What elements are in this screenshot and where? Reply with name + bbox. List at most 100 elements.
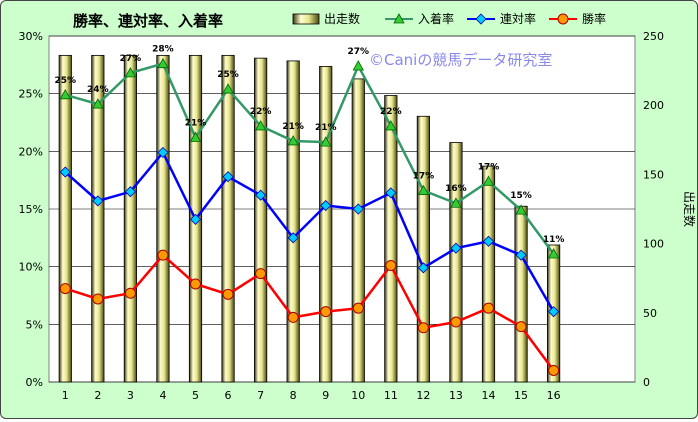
data-label: 25% bbox=[55, 76, 77, 86]
data-point bbox=[124, 186, 136, 198]
y-left-tick-label: 30% bbox=[19, 30, 43, 43]
bar bbox=[384, 95, 398, 383]
data-point bbox=[124, 287, 136, 299]
bar bbox=[221, 54, 235, 383]
data-label: 28% bbox=[152, 45, 174, 55]
data-point bbox=[482, 235, 495, 247]
x-tick-label: 15 bbox=[514, 389, 528, 402]
data-point bbox=[92, 98, 104, 109]
legend: 出走数 入着率 連対率 勝率 bbox=[292, 11, 606, 26]
x-tick-label: 14 bbox=[482, 389, 496, 402]
data-point bbox=[287, 135, 299, 146]
series-line bbox=[64, 150, 555, 313]
bar bbox=[156, 54, 170, 383]
x-tick-label: 10 bbox=[351, 389, 365, 402]
data-point bbox=[352, 302, 364, 314]
bar bbox=[449, 142, 463, 383]
data-point bbox=[255, 268, 267, 280]
data-label: 17% bbox=[413, 172, 435, 182]
data-label: 21% bbox=[282, 122, 304, 132]
x-tick-label: 5 bbox=[192, 389, 199, 402]
data-point bbox=[254, 120, 267, 131]
data-label: 11% bbox=[543, 235, 565, 245]
y-right-tick-label: 250 bbox=[643, 30, 664, 43]
bar bbox=[351, 78, 365, 383]
x-tick-label: 9 bbox=[322, 389, 329, 402]
data-point bbox=[548, 364, 560, 376]
bar bbox=[254, 57, 268, 383]
bar bbox=[286, 60, 300, 383]
x-tick-label: 2 bbox=[94, 389, 101, 402]
legend-marker bbox=[557, 13, 569, 25]
y-right-tick-label: 200 bbox=[643, 99, 664, 112]
data-point bbox=[352, 60, 364, 71]
data-point bbox=[157, 57, 169, 69]
bar bbox=[481, 165, 496, 383]
bar bbox=[123, 54, 137, 383]
data-label: 25% bbox=[217, 70, 239, 80]
legend-label: 勝率 bbox=[582, 11, 606, 26]
x-tick-label: 12 bbox=[416, 389, 430, 402]
data-point bbox=[59, 283, 71, 295]
x-tick-label: 16 bbox=[547, 389, 561, 402]
data-point bbox=[59, 166, 71, 178]
x-tick-label: 13 bbox=[449, 389, 463, 402]
series-line bbox=[64, 253, 555, 372]
data-point bbox=[157, 146, 169, 159]
data-label: 15% bbox=[510, 191, 532, 201]
series-line bbox=[64, 62, 555, 255]
data-point bbox=[450, 242, 462, 254]
watermark: ©Caniの競馬データ研究室 bbox=[369, 51, 552, 69]
legend-label: 入着率 bbox=[418, 11, 454, 26]
data-point bbox=[320, 306, 332, 318]
data-label: 22% bbox=[250, 107, 272, 117]
data-point bbox=[92, 293, 104, 305]
x-tick-label: 11 bbox=[384, 389, 398, 402]
data-point bbox=[417, 184, 430, 195]
x-tick-label: 7 bbox=[257, 389, 264, 402]
data-point bbox=[92, 195, 104, 207]
data-label: 27% bbox=[348, 47, 370, 57]
legend-marker bbox=[475, 13, 487, 25]
x-tick-label: 3 bbox=[127, 389, 134, 402]
data-point bbox=[352, 203, 364, 215]
data-point bbox=[222, 288, 234, 300]
data-point bbox=[450, 316, 462, 328]
y-right-tick-label: 150 bbox=[643, 168, 664, 181]
data-point bbox=[320, 199, 332, 212]
data-point bbox=[483, 302, 494, 314]
data-point bbox=[124, 67, 137, 78]
y-left-tick-label: 5% bbox=[26, 318, 43, 331]
data-point bbox=[547, 248, 560, 259]
data-label: 24% bbox=[87, 85, 109, 95]
bar bbox=[416, 115, 430, 383]
x-tick-label: 8 bbox=[290, 389, 297, 402]
data-label: 27% bbox=[120, 54, 142, 64]
data-point bbox=[190, 278, 201, 290]
legend-label: 連対率 bbox=[500, 11, 536, 26]
data-point bbox=[482, 175, 495, 186]
data-point bbox=[189, 213, 202, 225]
legend-swatch bbox=[292, 13, 320, 25]
data-point bbox=[157, 249, 169, 261]
data-label: 22% bbox=[380, 107, 402, 117]
data-label: 21% bbox=[185, 118, 207, 128]
data-point bbox=[222, 83, 234, 94]
y-right-tick-label: 100 bbox=[643, 238, 664, 251]
y-left-tick-label: 10% bbox=[19, 261, 43, 274]
x-tick-label: 4 bbox=[159, 389, 166, 402]
data-label: 17% bbox=[478, 162, 500, 172]
data-point bbox=[548, 306, 560, 318]
data-point bbox=[59, 88, 71, 100]
y-left-tick-label: 15% bbox=[19, 203, 43, 216]
data-point bbox=[450, 197, 462, 208]
data-label: 16% bbox=[445, 184, 467, 194]
y-right-axis-label: 出走数 bbox=[682, 191, 697, 227]
y-right-tick-label: 0 bbox=[643, 376, 650, 389]
data-label: 21% bbox=[315, 123, 337, 133]
data-point bbox=[515, 249, 527, 261]
data-point bbox=[515, 204, 527, 215]
data-point bbox=[385, 260, 397, 272]
